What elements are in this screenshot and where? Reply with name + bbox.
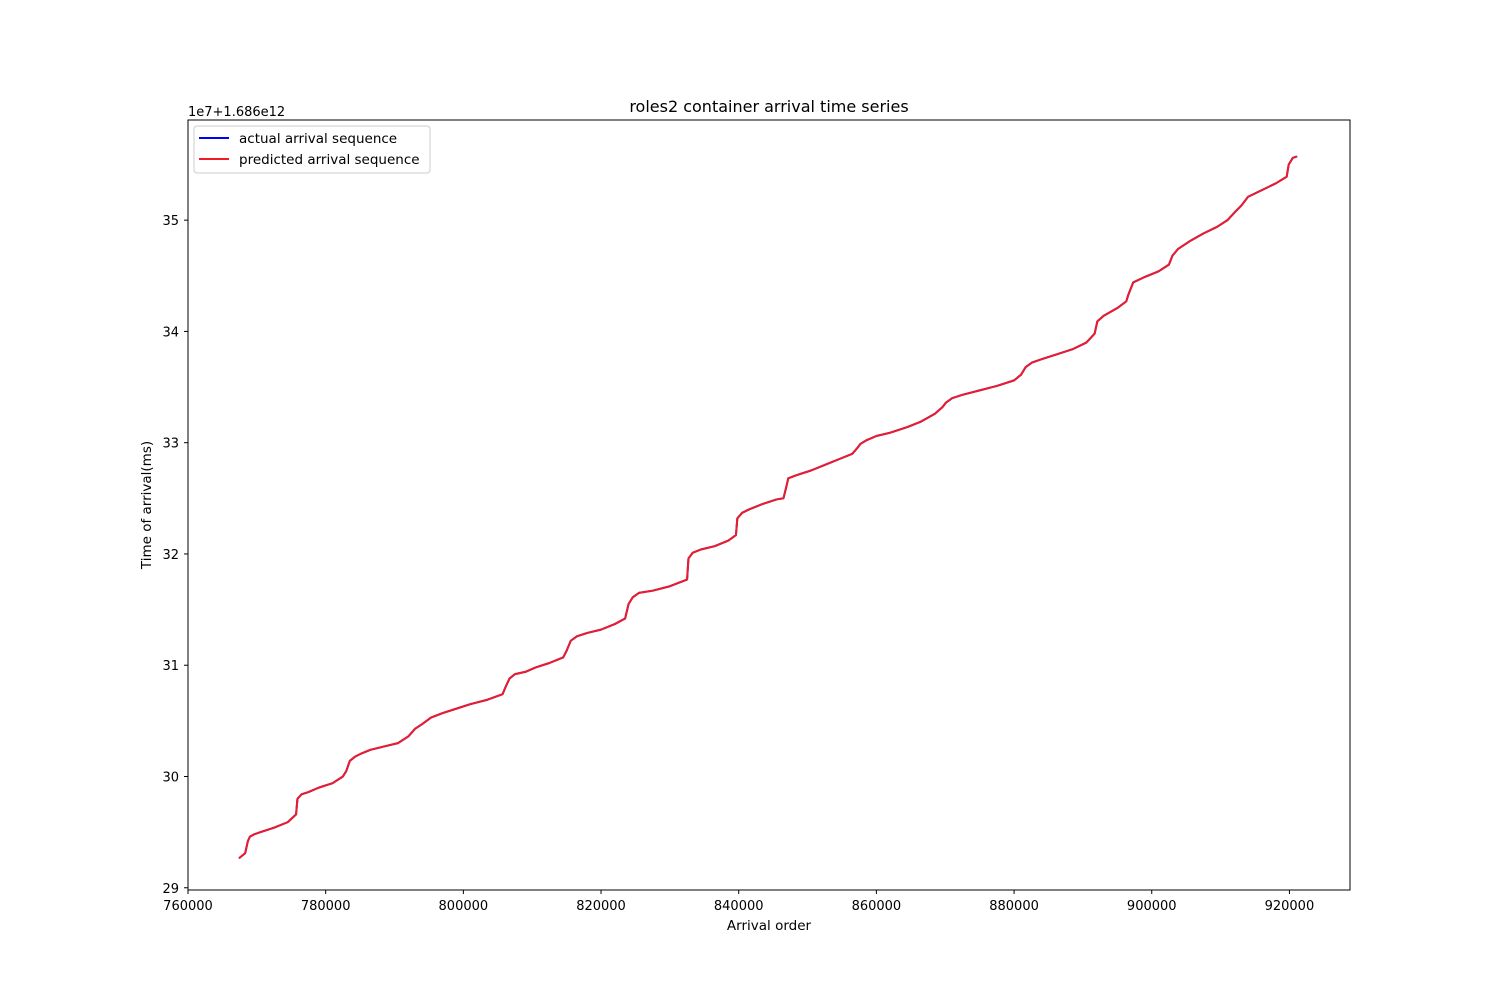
y-tick-label: 29 [162,882,179,897]
y-axis-title: Time of arrival(ms) [139,441,155,570]
legend-label-actual: actual arrival sequence [239,131,397,147]
y-axis: 29 30 31 32 33 34 35 [162,214,188,897]
plot-frame [187,119,1351,891]
x-tick-label: 860000 [852,899,902,914]
x-axis-title: Arrival order [727,918,812,934]
y-tick-label: 33 [162,437,179,452]
x-tick-label: 880000 [989,899,1039,914]
legend-label-predicted: predicted arrival sequence [239,152,420,168]
x-tick-label: 840000 [714,899,764,914]
x-tick-label: 760000 [163,899,213,914]
legend-box [193,125,431,174]
y-offset-label: 1e7+1.686e12 [188,105,285,120]
y-tick-label: 34 [162,325,179,340]
x-tick-label: 800000 [439,899,489,914]
chart-title: roles2 container arrival time series [629,97,908,116]
legend: actual arrival sequence predicted arriva… [193,125,431,174]
y-tick-label: 32 [162,548,179,563]
series-line-predicted [238,155,1298,859]
y-tick-label: 35 [162,214,179,229]
x-tick-label: 780000 [301,899,351,914]
x-tick-label: 920000 [1265,899,1315,914]
x-tick-label: 900000 [1127,899,1177,914]
y-tick-label: 31 [162,659,179,674]
x-axis: 760000 780000 800000 820000 840000 860000 8800… [163,890,1314,914]
series-layer [238,155,1298,859]
x-tick-label: 820000 [576,899,626,914]
y-tick-label: 30 [162,771,179,786]
